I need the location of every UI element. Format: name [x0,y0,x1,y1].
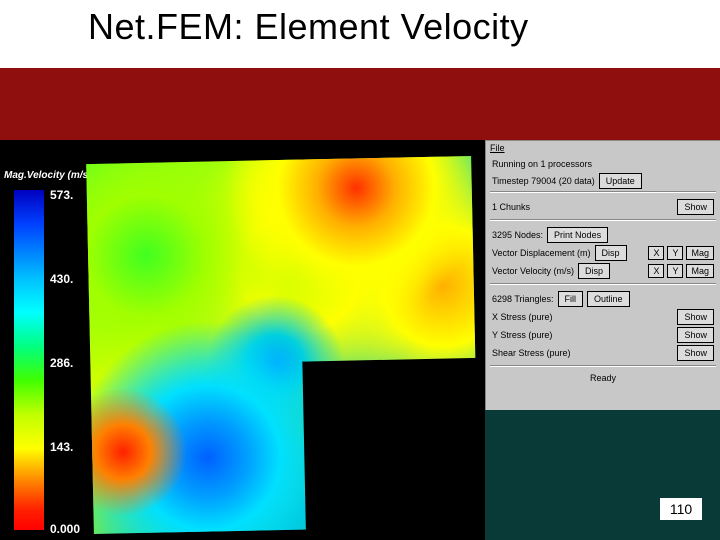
color-bar-tick: 0.000 [50,522,80,536]
status-row: Ready [492,373,714,383]
color-bar-tick: 573. [50,188,73,202]
vec-vel-row: Vector Velocity (m/s) Disp X Y Mag [492,263,714,279]
control-panel: File Running on 1 processors Timestep 79… [485,140,720,410]
triangles-label: 6298 Triangles: [492,294,554,304]
vel-y-button[interactable]: Y [667,264,683,278]
disp-y-button[interactable]: Y [667,246,683,260]
file-menu[interactable]: File [490,143,505,153]
fill-button[interactable]: Fill [558,291,584,307]
xstress-show-button[interactable]: Show [677,309,714,325]
ystress-label: Y Stress (pure) [492,330,552,340]
running-label: Running on 1 processors [492,159,592,169]
status-label: Ready [590,373,616,383]
visualization-window: Mag.Velocity (m/s) 573. 430. 286. 143. 0.000 [0,140,485,540]
disp-x-button[interactable]: X [648,246,664,260]
xstress-label: X Stress (pure) [492,312,553,322]
vec-disp-label: Vector Displacement (m) [492,248,591,258]
vel-disp-button[interactable]: Disp [578,263,610,279]
nodes-label: 3295 Nodes: [492,230,543,240]
disp-button[interactable]: Disp [595,245,627,261]
vec-disp-row: Vector Displacement (m) Disp X Y Mag [492,245,714,261]
print-nodes-button[interactable]: Print Nodes [547,227,608,243]
heatmap-region [86,156,479,534]
chunks-show-button[interactable]: Show [677,199,714,215]
chunks-row: 1 Chunks Show [492,199,714,215]
xstress-row: X Stress (pure) Show [492,309,714,325]
vec-vel-label: Vector Velocity (m/s) [492,266,574,276]
divider [490,365,716,367]
ystress-show-button[interactable]: Show [677,327,714,343]
shear-row: Shear Stress (pure) Show [492,345,714,361]
heatmap-cutout [302,358,481,532]
disp-mag-button[interactable]: Mag [686,246,714,260]
divider [490,219,716,221]
slide-root: Net.FEM: Element Velocity Mag.Velocity (… [0,0,720,540]
title-bar: Net.FEM: Element Velocity [0,0,720,68]
vel-mag-button[interactable]: Mag [686,264,714,278]
running-row: Running on 1 processors [492,159,714,169]
color-bar [14,190,44,530]
red-band [0,68,720,140]
timestep-row: Timestep 79004 (20 data) Update [492,173,714,189]
triangles-row: 6298 Triangles: Fill Outline [492,291,714,307]
timestep-label: Timestep 79004 (20 data) [492,176,595,186]
outline-button[interactable]: Outline [587,291,630,307]
update-button[interactable]: Update [599,173,642,189]
color-bar-tick: 143. [50,440,73,454]
divider [490,283,716,285]
legend-title: Mag.Velocity (m/s) [4,170,91,181]
color-bar-tick: 286. [50,356,73,370]
slide-title: Net.FEM: Element Velocity [88,6,529,48]
ystress-row: Y Stress (pure) Show [492,327,714,343]
color-bar-tick: 430. [50,272,73,286]
divider [490,191,716,193]
chunks-label: 1 Chunks [492,202,530,212]
vel-x-button[interactable]: X [648,264,664,278]
shear-show-button[interactable]: Show [677,345,714,361]
shear-label: Shear Stress (pure) [492,348,571,358]
nodes-row: 3295 Nodes: Print Nodes [492,227,714,243]
page-number: 110 [660,498,702,520]
